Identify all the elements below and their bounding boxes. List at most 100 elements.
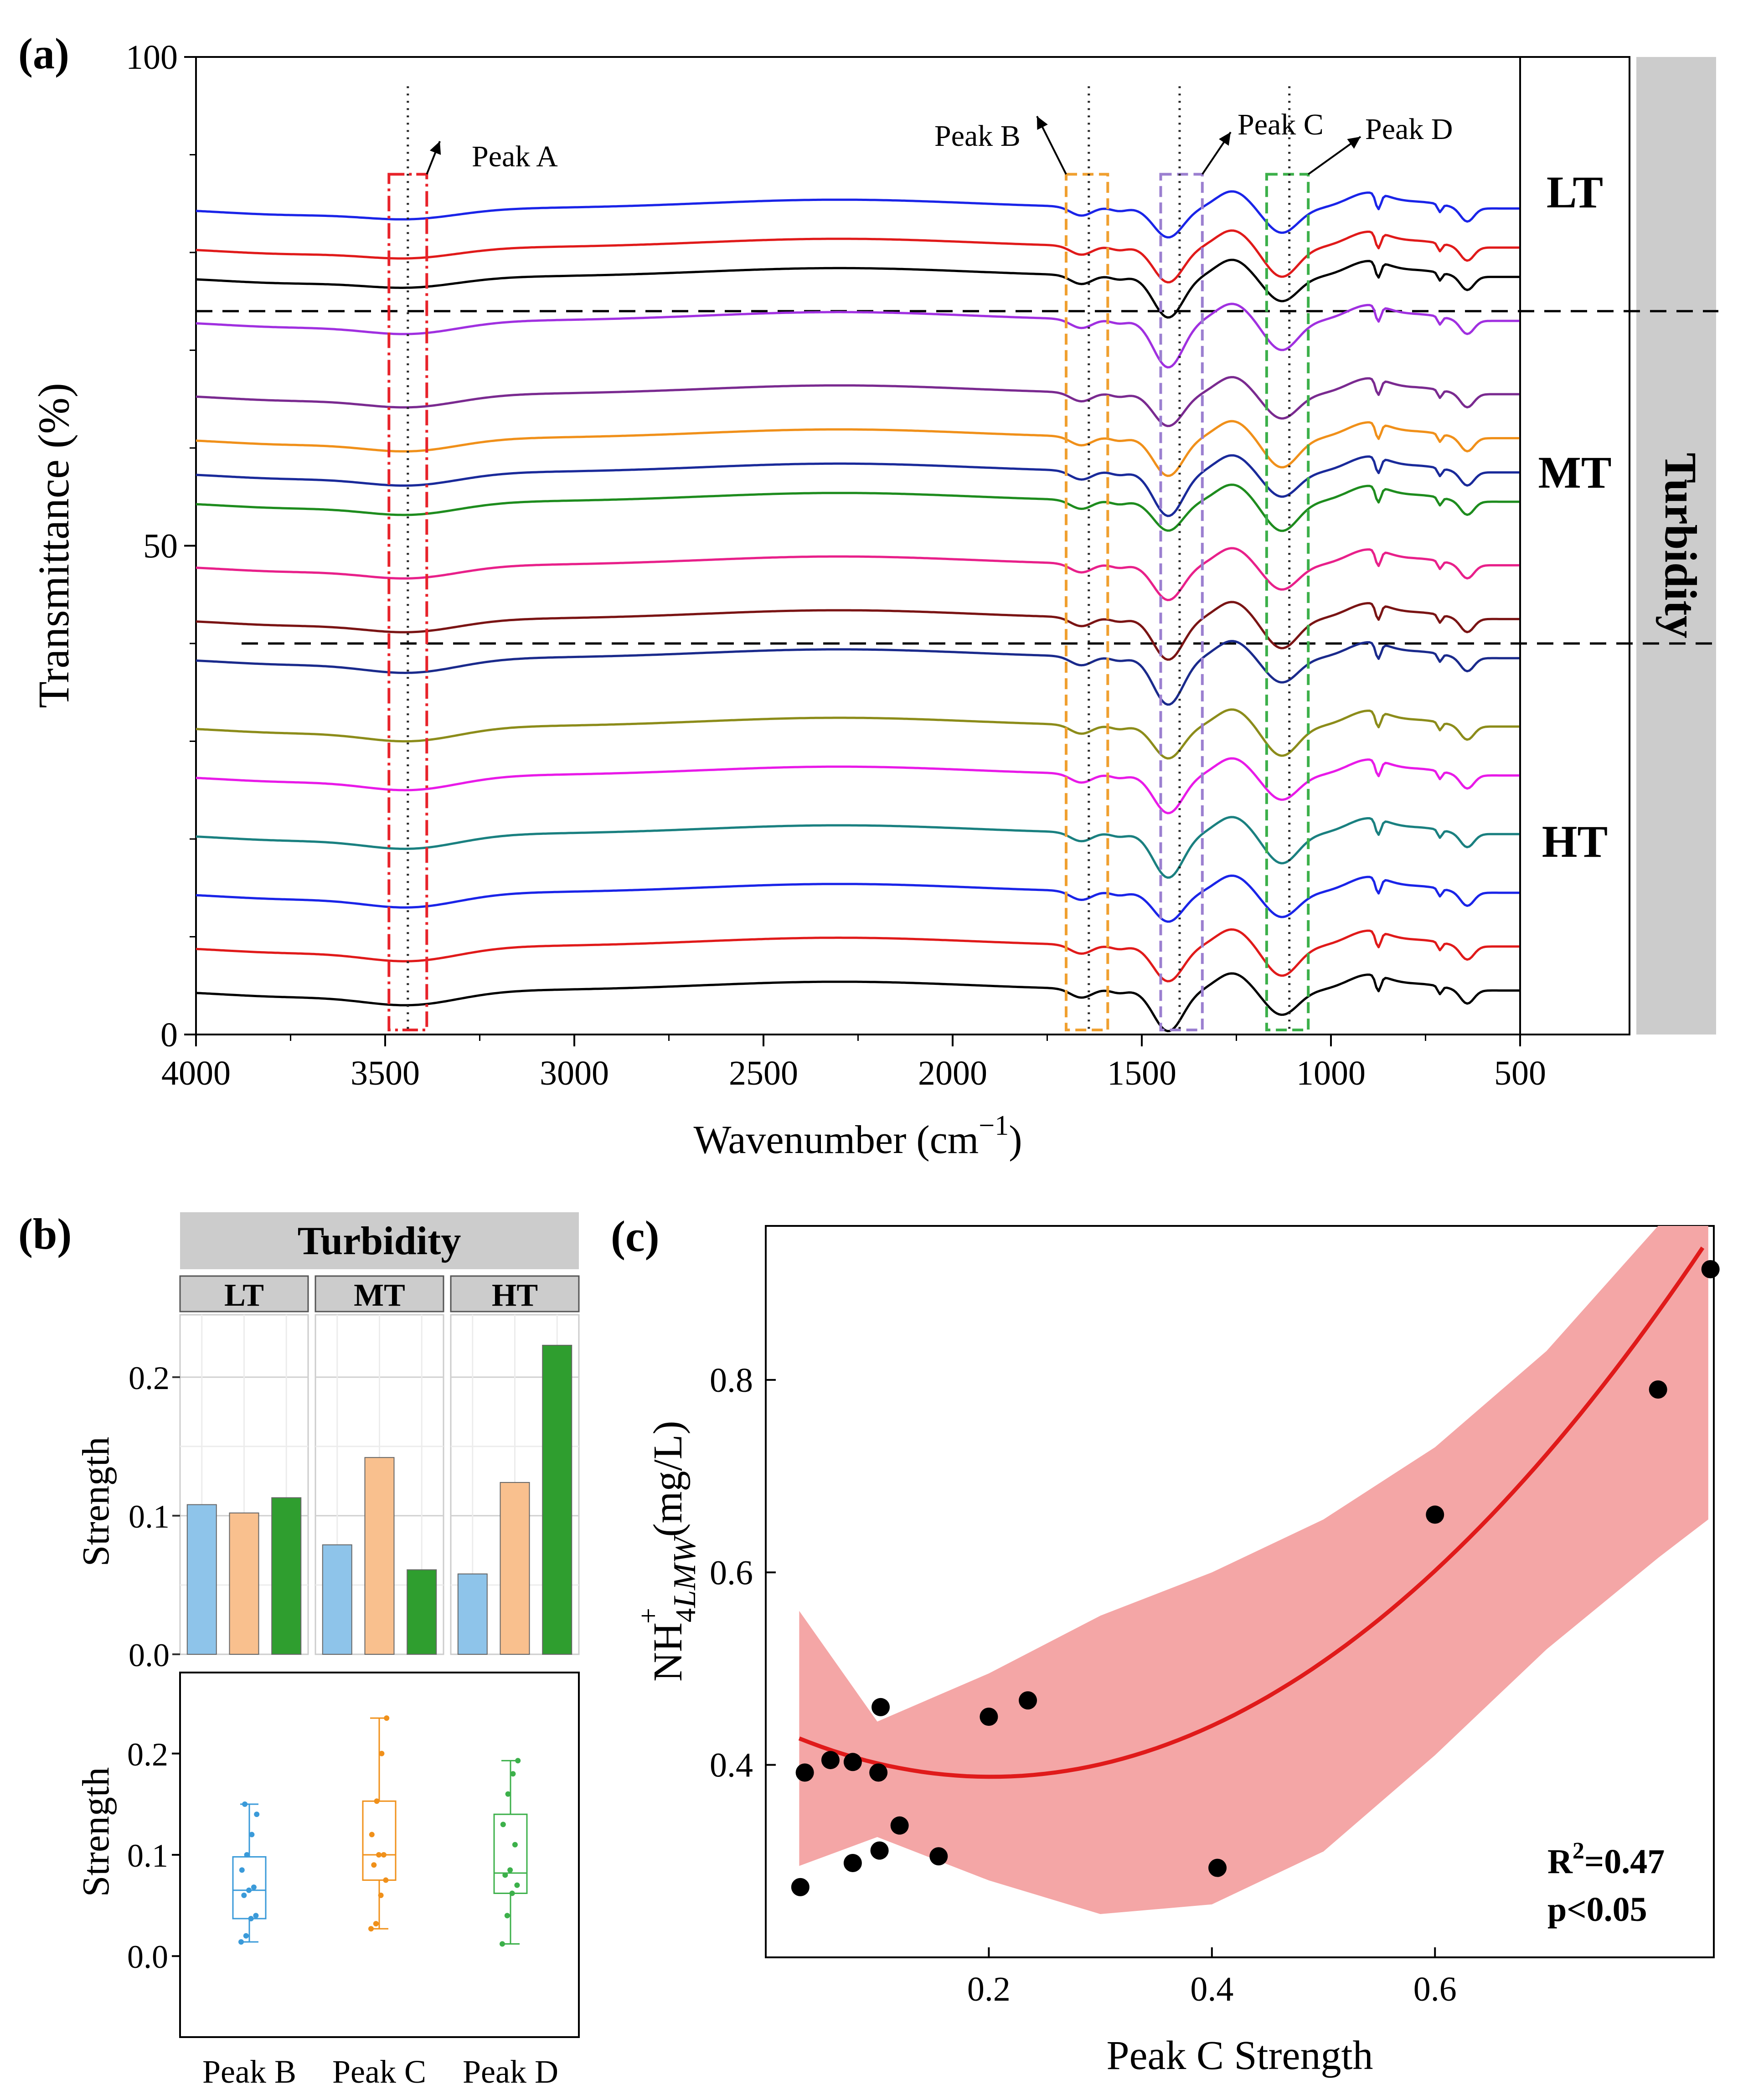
spectrum-line-ht-4 [196,816,1520,879]
y-tick-label: 0.2 [127,1736,168,1773]
category-label: Peak B [202,2054,296,2090]
spectrum-line-ht-6 [196,928,1520,983]
x-tick-label: 1500 [1107,1054,1176,1092]
y-tick-label: 0.1 [127,1838,168,1874]
peak-box-peak-b [1065,173,1109,1031]
peak-box-peak-a [387,173,428,1031]
box-point [238,1939,244,1945]
spectrum-line-ht-3 [196,757,1520,814]
data-point [890,1816,909,1835]
data-point [1701,1260,1720,1279]
data-point [1208,1858,1227,1877]
box-point [504,1913,510,1919]
data-point [795,1763,814,1782]
facet-label: MT [354,1278,405,1313]
ylabel-subscript: LMW [667,1534,702,1608]
box-point [373,1921,379,1927]
box-point [371,1862,377,1868]
bar-lt-peak-b [186,1504,217,1655]
box-point [239,1867,245,1873]
panel-c-label: (c) [611,1212,660,1261]
box-point [514,1882,520,1888]
peak-label: Peak D [1365,113,1453,146]
bar-ht-peak-c [500,1482,530,1655]
panel-a-peak-markers: Peak A Peak B Peak C Peak D [387,86,1453,1035]
panel-a-axes: 4000 3500 3000 2500 2000 1500 1000 500 0 50 100 [126,38,1546,1092]
spectrum-line-ht-5 [196,875,1520,923]
box-point [384,1715,390,1721]
fit-curve [798,1246,1705,1779]
y-tick-label: 0.1 [129,1498,170,1535]
peak-label: Peak B [934,119,1021,153]
facet-strip-ht [450,1275,580,1312]
box-point [509,1890,515,1896]
panel-a: (a) Turbidity LT MT HT 4000 3500 3000 2500 2… [18,29,1718,1162]
panel-b-box-plot: 0.0 0.1 0.2 Peak B Peak C Peak D [127,1672,580,2090]
y-tick-label: 0.0 [129,1637,170,1673]
box-point [248,1916,254,1921]
peak-arrow-head [1037,116,1048,130]
data-point [821,1751,840,1770]
panel-c-ylabel: NH4 +LMW(mg/L) [633,1421,702,1682]
box-point [383,1877,389,1883]
box-point [369,1832,375,1838]
spectrum-line-mt-1 [196,303,1520,369]
panel-b-label: (b) [18,1210,72,1258]
facet-strip-lt [179,1275,309,1312]
facet-label: HT [492,1278,538,1313]
bar-ht-peak-d [542,1344,572,1655]
confidence-band [799,1226,1708,1914]
data-point [1019,1691,1037,1710]
spectrum-line-ht-7 [196,972,1520,1032]
x-tick-label: 3500 [351,1054,420,1092]
x-tick-label: 2000 [918,1054,987,1092]
box-point [500,1822,506,1827]
data-point [980,1708,998,1726]
x-tick-label: 500 [1494,1054,1546,1092]
box-point [500,1941,505,1947]
y-tick-label: 0.4 [710,1746,753,1785]
data-point [843,1753,862,1771]
r-squared-text: R2=0.47 [1547,1838,1665,1881]
r2-main: R [1547,1843,1573,1881]
box-point [381,1852,387,1858]
spectrum-line-lt-3 [196,258,1520,319]
box-point [515,1758,521,1764]
spectrum-line-lt-1 [196,190,1520,239]
panel-b-title: Turbidity [298,1219,461,1263]
spectrum-line-ht-1 [196,640,1520,706]
y-tick-label: 50 [143,527,178,566]
xlabel-main: Wavenumber (cm [693,1118,979,1162]
peak-label: Peak A [472,140,558,173]
x-tick-label: 2500 [729,1054,798,1092]
panel-b-top-ylabel: Strength [75,1437,117,1567]
panel-c-plot-frame [765,1225,1715,1958]
box-point [251,1884,257,1890]
x-tick-label: 1000 [1296,1054,1366,1092]
peak-box-peak-c [1159,173,1204,1031]
panel-b-bar-chart: LT MT HT 0.0 0.1 0.2 [129,1275,580,1673]
spectrum-line-lt-2 [196,229,1520,283]
box-point [242,1801,248,1807]
box-point [374,1798,380,1804]
x-tick-label: 4000 [161,1054,231,1092]
panel-a-group-dividers [196,310,1718,645]
x-tick-label: 0.4 [1190,1970,1233,2008]
panel-b-bottom-ylabel: Strength [75,1767,117,1897]
box-point [379,1750,385,1756]
box-point [502,1872,508,1878]
bar-lt-peak-d [271,1497,302,1655]
data-point [791,1878,810,1896]
scatter-points [791,1260,1720,1896]
panel-c-xlabel: Peak C Strength [1107,2033,1373,2078]
y-tick-label: 0.0 [127,1939,168,1975]
box-point [246,1887,252,1893]
spectrum-line-mt-6 [196,547,1520,602]
facet-strip-mt [315,1275,444,1312]
bar-lt-peak-c [229,1512,259,1655]
spectrum-line-mt-4 [196,454,1520,517]
peak-label: Peak C [1238,108,1324,141]
data-point [843,1854,862,1873]
panel-a-series [196,190,1520,1032]
box-point [505,1791,511,1797]
